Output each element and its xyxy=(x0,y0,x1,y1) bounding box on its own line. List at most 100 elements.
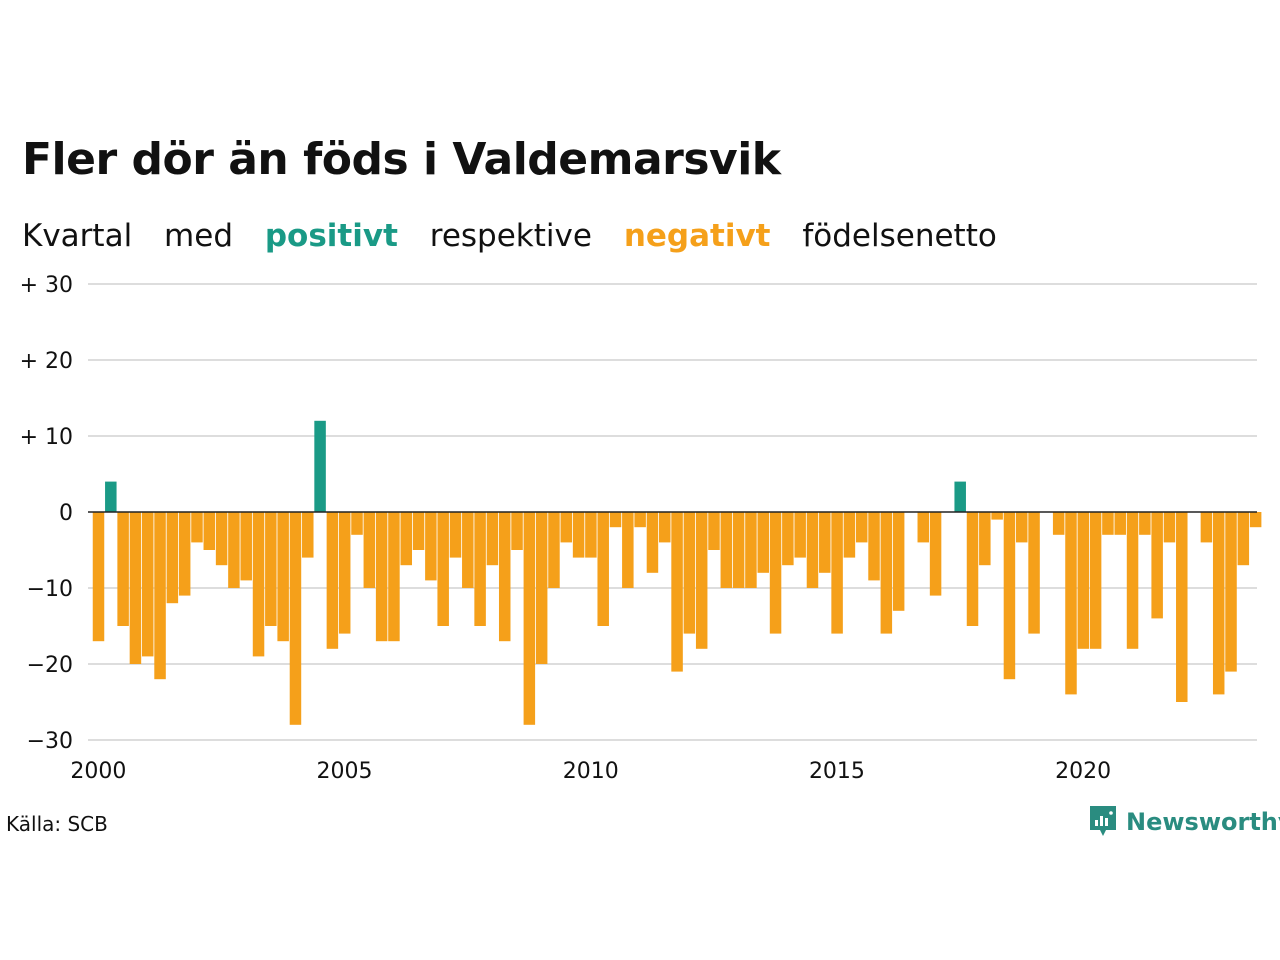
bar xyxy=(1225,512,1237,672)
bar xyxy=(166,512,179,604)
bar xyxy=(1212,512,1225,695)
x-tick-label: 2005 xyxy=(317,759,373,784)
bar xyxy=(892,512,905,611)
bar xyxy=(745,512,757,588)
bar xyxy=(289,512,302,725)
bar xyxy=(659,512,671,543)
subtitle-word-respektive: respektive xyxy=(429,218,592,254)
bar xyxy=(683,512,696,634)
bar xyxy=(1052,512,1065,535)
bar xyxy=(708,512,720,550)
bar xyxy=(154,512,166,680)
bar xyxy=(1163,512,1176,543)
bar xyxy=(203,512,216,550)
y-tick-label: −20 xyxy=(27,653,73,678)
bar xyxy=(178,512,191,596)
bar xyxy=(523,512,536,725)
bar xyxy=(1200,512,1213,543)
bar xyxy=(671,512,683,672)
bar xyxy=(794,512,806,558)
bar xyxy=(1176,512,1188,702)
y-tick-label: −30 xyxy=(27,729,73,754)
bar xyxy=(806,512,819,588)
x-tick-label: 2015 xyxy=(809,759,865,784)
bar xyxy=(1126,512,1139,649)
bar xyxy=(917,512,930,543)
bar xyxy=(425,512,437,581)
bar xyxy=(252,512,265,657)
chart-title: Fler dör än föds i Valdemarsvik xyxy=(22,134,781,185)
y-tick-label: + 10 xyxy=(20,425,73,450)
bar xyxy=(831,512,843,634)
bar xyxy=(966,512,979,626)
bar xyxy=(240,512,252,581)
bar xyxy=(1065,512,1077,695)
y-tick-label: + 30 xyxy=(20,273,73,298)
bar xyxy=(819,512,831,573)
bar xyxy=(954,481,966,512)
bar xyxy=(634,512,646,528)
subtitle-word-med: med xyxy=(164,218,233,254)
bar xyxy=(1237,512,1250,566)
y-tick-label: + 20 xyxy=(20,349,73,374)
bar xyxy=(105,481,117,512)
bar xyxy=(585,512,597,558)
bar xyxy=(92,512,105,642)
subtitle-word-fodelsenetto: födelsenetto xyxy=(802,218,997,254)
bar xyxy=(375,512,388,642)
bar xyxy=(129,512,142,664)
bar xyxy=(757,512,769,573)
x-tick-label: 2010 xyxy=(563,759,619,784)
bar xyxy=(535,512,548,664)
bar xyxy=(228,512,240,588)
y-tick-label: 0 xyxy=(59,501,73,526)
brand-logo: Newsworthy xyxy=(1088,804,1280,840)
bar xyxy=(929,512,942,596)
bar xyxy=(560,512,573,543)
bar xyxy=(597,512,609,626)
bar xyxy=(363,512,376,588)
bar xyxy=(474,512,486,626)
y-tick-label: −10 xyxy=(27,577,73,602)
bar xyxy=(855,512,868,543)
bar xyxy=(326,512,339,649)
bar xyxy=(215,512,228,566)
bar xyxy=(351,512,363,535)
bar xyxy=(868,512,880,581)
newsworthy-logo-icon xyxy=(1090,806,1116,836)
bar xyxy=(1077,512,1090,649)
bar xyxy=(646,512,659,573)
x-tick-label: 2000 xyxy=(70,759,126,784)
bar xyxy=(437,512,449,626)
bar xyxy=(695,512,708,649)
bar xyxy=(338,512,351,634)
bar xyxy=(1114,512,1126,535)
bar xyxy=(412,512,425,550)
bar xyxy=(498,512,511,642)
bar xyxy=(1102,512,1114,535)
bar xyxy=(572,512,585,558)
bar xyxy=(991,512,1003,520)
bar xyxy=(622,512,634,588)
x-tick-label: 2020 xyxy=(1055,759,1111,784)
bar xyxy=(141,512,154,657)
chart-subtitle: Kvartal med positivt respektive negativt… xyxy=(22,218,1019,254)
bar xyxy=(400,512,412,566)
bar xyxy=(880,512,893,634)
bar xyxy=(277,512,289,642)
bar xyxy=(1139,512,1151,535)
subtitle-word-kvartal: Kvartal xyxy=(22,218,133,254)
bar xyxy=(462,512,474,588)
subtitle-positive: positivt xyxy=(264,218,398,254)
source-label: Källa: SCB xyxy=(6,812,108,836)
bar xyxy=(1028,512,1040,634)
bar xyxy=(486,512,499,566)
bar xyxy=(979,512,991,566)
bar xyxy=(449,512,462,558)
bar xyxy=(265,512,277,626)
bar xyxy=(117,512,129,626)
subtitle-negative: negativt xyxy=(623,218,771,254)
bar xyxy=(1089,512,1102,649)
bar xyxy=(314,420,326,512)
